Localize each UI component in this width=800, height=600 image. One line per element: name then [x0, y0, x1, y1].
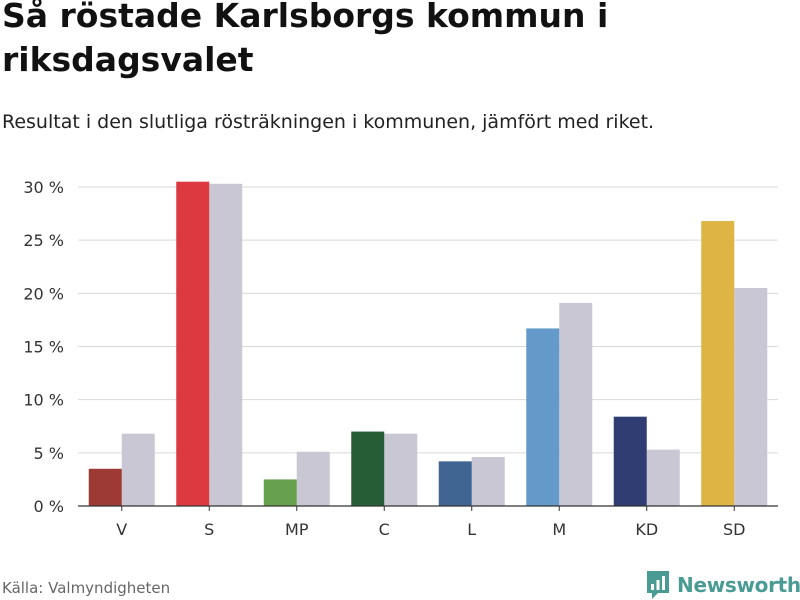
brand-name: Newsworthy	[677, 573, 800, 597]
x-tick-label: MP	[285, 520, 309, 539]
bars	[89, 182, 768, 506]
chart-title: Så röstade Karlsborgs kommun i riksdagsv…	[2, 0, 792, 82]
x-tick-label: C	[379, 520, 390, 539]
bar-riket-mp	[297, 452, 330, 506]
bar-kommun-sd	[701, 221, 734, 506]
newsworthy-logo-icon	[645, 569, 671, 600]
y-tick-label: 15 %	[23, 338, 64, 357]
brand-logo: Newsworthy	[645, 568, 800, 600]
bar-kommun-l	[439, 461, 472, 506]
y-tick-label: 30 %	[23, 178, 64, 197]
bar-riket-m	[559, 303, 592, 506]
x-tick-label: SD	[723, 520, 745, 539]
bar-kommun-m	[526, 328, 559, 506]
chart-subtitle: Resultat i den slutliga rösträkningen i …	[2, 109, 654, 135]
bar-riket-c	[384, 434, 417, 506]
source-note: Källa: Valmyndigheten	[2, 579, 170, 597]
bar-kommun-c	[351, 432, 384, 506]
x-tick-label: M	[552, 520, 566, 539]
y-tick-label: 5 %	[34, 444, 64, 463]
bar-riket-kd	[647, 450, 680, 506]
bar-chart: 0 % 5 % 10 % 15 % 20 % 25 % 30 % V S MP C L M KD SD	[0, 160, 800, 550]
bar-riket-s	[209, 184, 242, 506]
bar-riket-v	[122, 434, 155, 506]
y-tick-label: 20 %	[23, 284, 64, 303]
y-tick-label: 25 %	[23, 231, 64, 250]
bar-kommun-kd	[614, 417, 647, 506]
y-tick-label: 0 %	[34, 497, 64, 516]
x-tick-label: KD	[635, 520, 658, 539]
bar-kommun-s	[176, 182, 209, 506]
bar-kommun-mp	[264, 479, 297, 506]
bar-riket-sd	[734, 288, 767, 506]
bar-riket-l	[472, 457, 505, 506]
y-tick-label: 10 %	[23, 391, 64, 410]
x-tick-label: S	[204, 520, 214, 539]
x-tick-label: L	[467, 520, 476, 539]
x-tick-label: V	[116, 520, 127, 539]
bar-kommun-v	[89, 469, 122, 506]
